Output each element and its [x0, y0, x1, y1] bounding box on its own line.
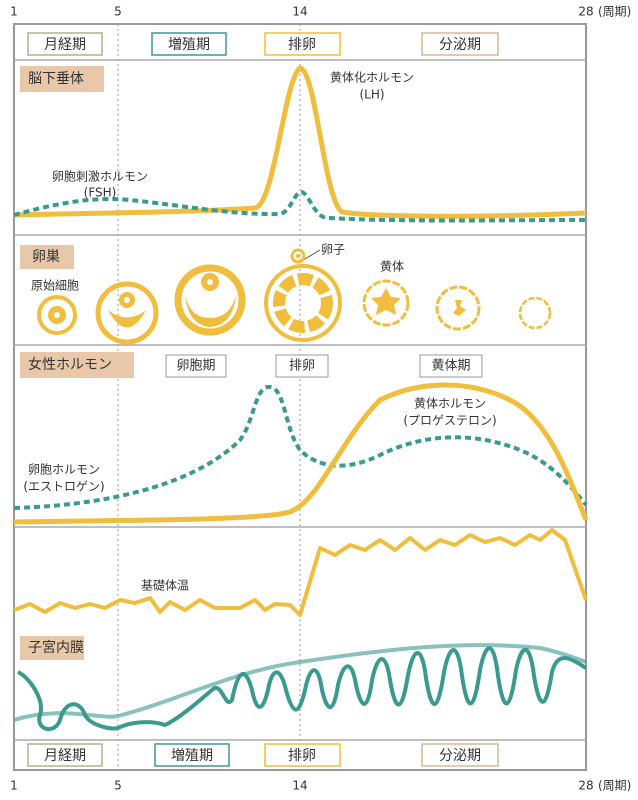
curve-label: 黄体ホルモン [414, 397, 486, 411]
endometrium-line [16, 646, 588, 731]
phase-box [151, 32, 227, 56]
axis-unit: (周期) [598, 779, 631, 793]
subphase-label: 卵胞期 [176, 359, 215, 374]
curve-label: (FSH) [84, 186, 117, 200]
section-tag [20, 636, 84, 660]
temperature-curve [13, 528, 588, 617]
follicles [37, 248, 552, 345]
section-label: 女性ホルモン [28, 356, 112, 373]
phase-box [421, 32, 499, 56]
lh-curve [13, 65, 587, 219]
axis-label: 5 [114, 779, 122, 793]
subphase-box [275, 354, 329, 378]
axis-label: 1 [10, 5, 18, 19]
curve-label: (プロゲステロン) [403, 414, 496, 428]
section-tag [20, 66, 104, 92]
section-label: 脳下垂体 [28, 71, 84, 87]
subphase-box [419, 354, 483, 378]
phase-box [264, 32, 341, 56]
subphase-box [165, 354, 227, 378]
phase-row: 月経期 増殖期 排卵 分泌期 [27, 32, 499, 56]
axis-label: 28 [578, 5, 593, 19]
axis-label: 5 [114, 5, 122, 19]
ovary-label: 卵子 [321, 243, 345, 257]
phase-label: 排卵 [288, 748, 316, 764]
axis-label: 28 [578, 779, 593, 793]
ovary-label: 原始細胞 [31, 279, 79, 293]
axis-label: 14 [292, 779, 307, 793]
phase-box [27, 32, 103, 56]
phase-label: 月経期 [44, 748, 86, 764]
phase-label: 分泌期 [439, 748, 481, 764]
curve-label: (エストロゲン) [23, 480, 104, 494]
axis-label: 14 [292, 5, 307, 19]
section-tag [20, 352, 134, 378]
curve-label: 卵胞刺激ホルモン [52, 170, 148, 184]
curve-label: (LH) [359, 88, 384, 102]
curve-label: 基礎体温 [141, 579, 189, 593]
phase-row: 月経期 増殖期 排卵 分泌期 [27, 743, 499, 767]
progesterone-curve [13, 382, 589, 525]
section-label: 子宮内膜 [28, 640, 84, 656]
phase-box [154, 743, 230, 767]
ovary-label: 黄体 [380, 260, 404, 274]
estrogen-curve [13, 385, 588, 510]
phase-label: 排卵 [288, 37, 316, 53]
section-label: 卵巣 [32, 249, 60, 265]
phase-label: 増殖期 [168, 36, 210, 53]
phase-box [421, 743, 499, 767]
curve-label: 黄体化ホルモン [330, 71, 414, 85]
phase-box [264, 743, 341, 767]
curve-label: 卵胞ホルモン [28, 463, 100, 477]
axis-label: 1 [10, 779, 18, 793]
endometrium-line [13, 643, 587, 722]
phase-label: 増殖期 [171, 747, 213, 764]
subphase-label: 排卵 [289, 359, 315, 374]
phase-label: 月経期 [44, 37, 86, 53]
phase-box [27, 743, 103, 767]
phase-label: 分泌期 [439, 37, 481, 53]
subphase-label: 黄体期 [431, 359, 470, 374]
section-tag [20, 245, 74, 269]
axis-unit: (周期) [598, 5, 631, 19]
